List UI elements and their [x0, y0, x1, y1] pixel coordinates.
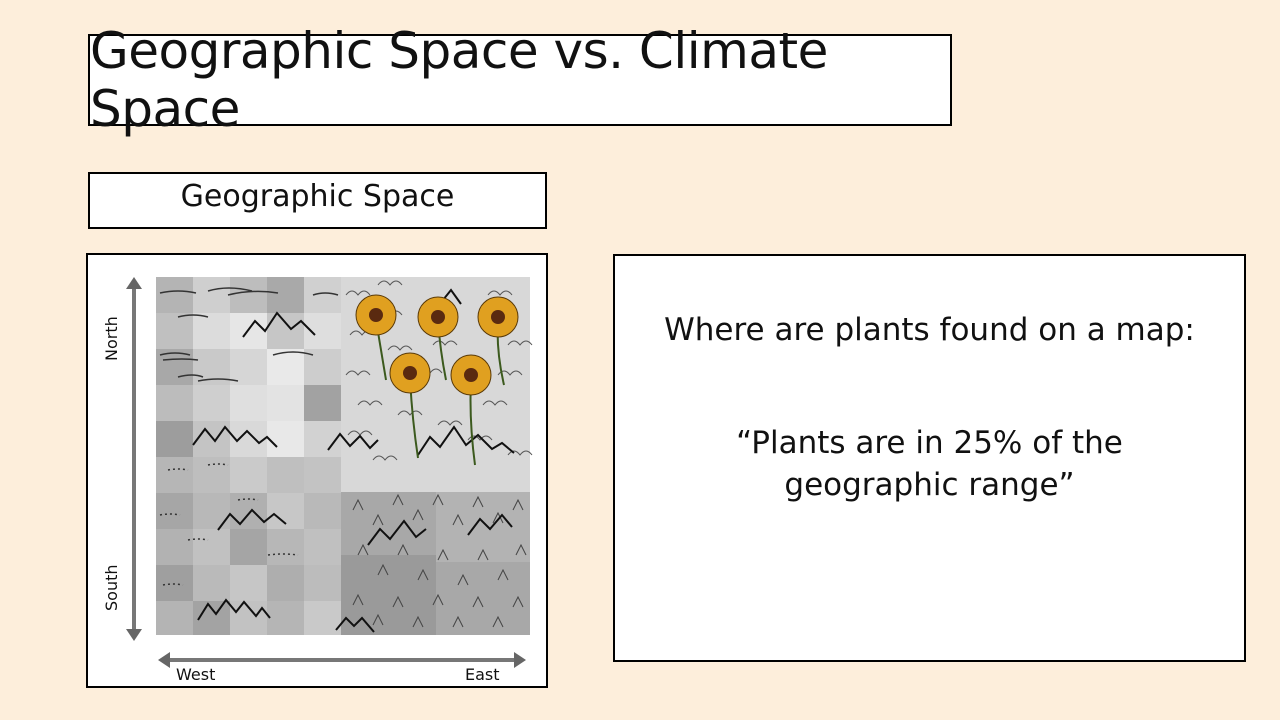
north-label: North [102, 316, 121, 361]
north-south-arrow [126, 277, 142, 641]
explanation-box: Where are plants found on a map: “Plants… [613, 254, 1246, 662]
slide-title: Geographic Space vs. Climate Space [90, 22, 828, 138]
sunflower-cluster [355, 294, 519, 466]
grassland-texture [159, 287, 339, 586]
map-illustration [126, 277, 533, 668]
geographic-map-figure: North South West East [86, 253, 548, 688]
west-east-arrow [158, 652, 526, 668]
slide-title-box: Geographic Space vs. Climate Space [88, 22, 952, 138]
subtitle-box: Geographic Space [88, 172, 547, 229]
map-grid [156, 277, 530, 635]
east-label: East [465, 665, 500, 684]
quote-text: “Plants are in 25% of the geographic ran… [736, 425, 1123, 503]
south-label: South [102, 564, 121, 612]
forest-texture [352, 493, 527, 628]
subtitle: Geographic Space [180, 179, 455, 214]
west-label: West [176, 665, 216, 684]
mountain-texture [192, 288, 515, 633]
question-text: Where are plants found on a map: [664, 312, 1195, 348]
